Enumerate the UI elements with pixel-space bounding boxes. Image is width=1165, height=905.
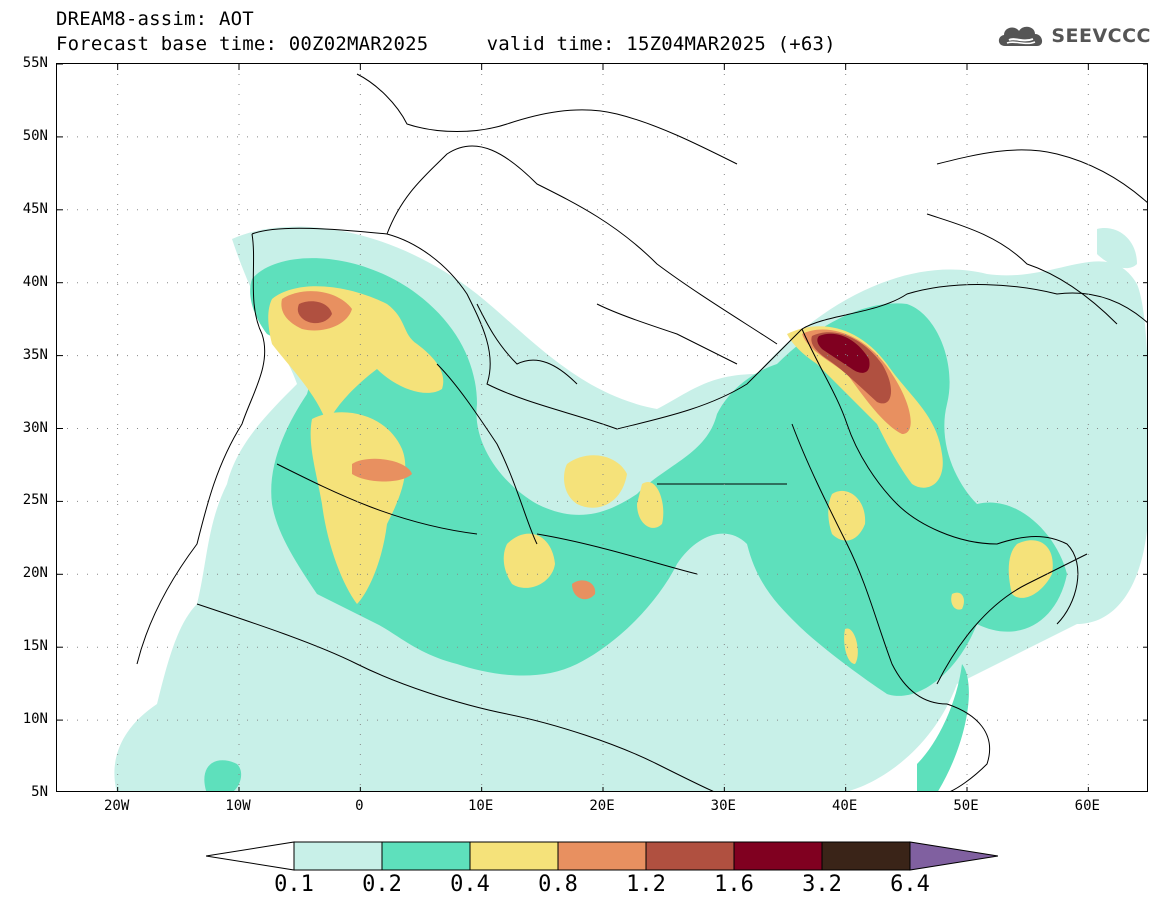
latitude-label: 20N: [22, 565, 48, 582]
latitude-label: 50N: [22, 127, 48, 144]
colorbar-segment: [293, 841, 383, 871]
colorbar-label: 0.8: [538, 872, 578, 897]
longitude-label: 30E: [710, 798, 736, 814]
longitude-label: 20W: [104, 798, 130, 814]
colorbar-label: 1.2: [626, 872, 666, 897]
colorbar-segment: [381, 841, 471, 871]
colorbar: [206, 841, 998, 871]
axis-ticks: [57, 64, 1147, 791]
latitude-label: 15N: [22, 638, 48, 655]
colorbar-under-triangle: [206, 841, 295, 871]
coastlines: [136, 73, 1147, 791]
forecast-times: Forecast base time: 00Z02MAR2025 valid t…: [56, 33, 836, 55]
logo-text: SEEVCCC: [1051, 25, 1151, 47]
longitude-label: 40E: [832, 798, 858, 814]
longitude-label: 20E: [589, 798, 615, 814]
latitude-label: 5N: [31, 784, 48, 800]
latitude-label: 55N: [22, 55, 48, 71]
aot-map: [56, 63, 1148, 792]
longitude-label: 60E: [1074, 798, 1100, 814]
latitude-label: 40N: [22, 273, 48, 290]
colorbar-label: 0.4: [450, 872, 490, 897]
graticule: [57, 64, 1147, 791]
latitude-label: 45N: [22, 200, 48, 217]
longitude-label: 10W: [225, 798, 251, 814]
colorbar-label: 0.1: [274, 872, 314, 897]
longitude-label: 50E: [953, 798, 979, 814]
latitude-label: 30N: [22, 419, 48, 436]
colorbar-segment: [645, 841, 735, 871]
colorbar-label: 3.2: [802, 872, 842, 897]
cloud-icon: [999, 26, 1043, 46]
latitude-label: 25N: [22, 492, 48, 509]
latitude-label: 35N: [22, 346, 48, 363]
longitude-label: 10E: [468, 798, 494, 814]
aot-field-1.6: [817, 333, 870, 373]
colorbar-segment: [733, 841, 823, 871]
latitude-label: 10N: [22, 711, 48, 728]
map-title: DREAM8-assim: AOT: [56, 8, 254, 30]
colorbar-label: 1.6: [714, 872, 754, 897]
colorbar-label: 0.2: [362, 872, 402, 897]
colorbar-label: 6.4: [890, 872, 930, 897]
colorbar-segment: [557, 841, 647, 871]
colorbar-segment: [821, 841, 911, 871]
longitude-label: 0: [355, 798, 364, 814]
colorbar-over-triangle: [909, 841, 998, 871]
map-canvas: [57, 64, 1147, 791]
colorbar-segment: [469, 841, 559, 871]
logo: SEEVCCC: [995, 22, 1151, 50]
